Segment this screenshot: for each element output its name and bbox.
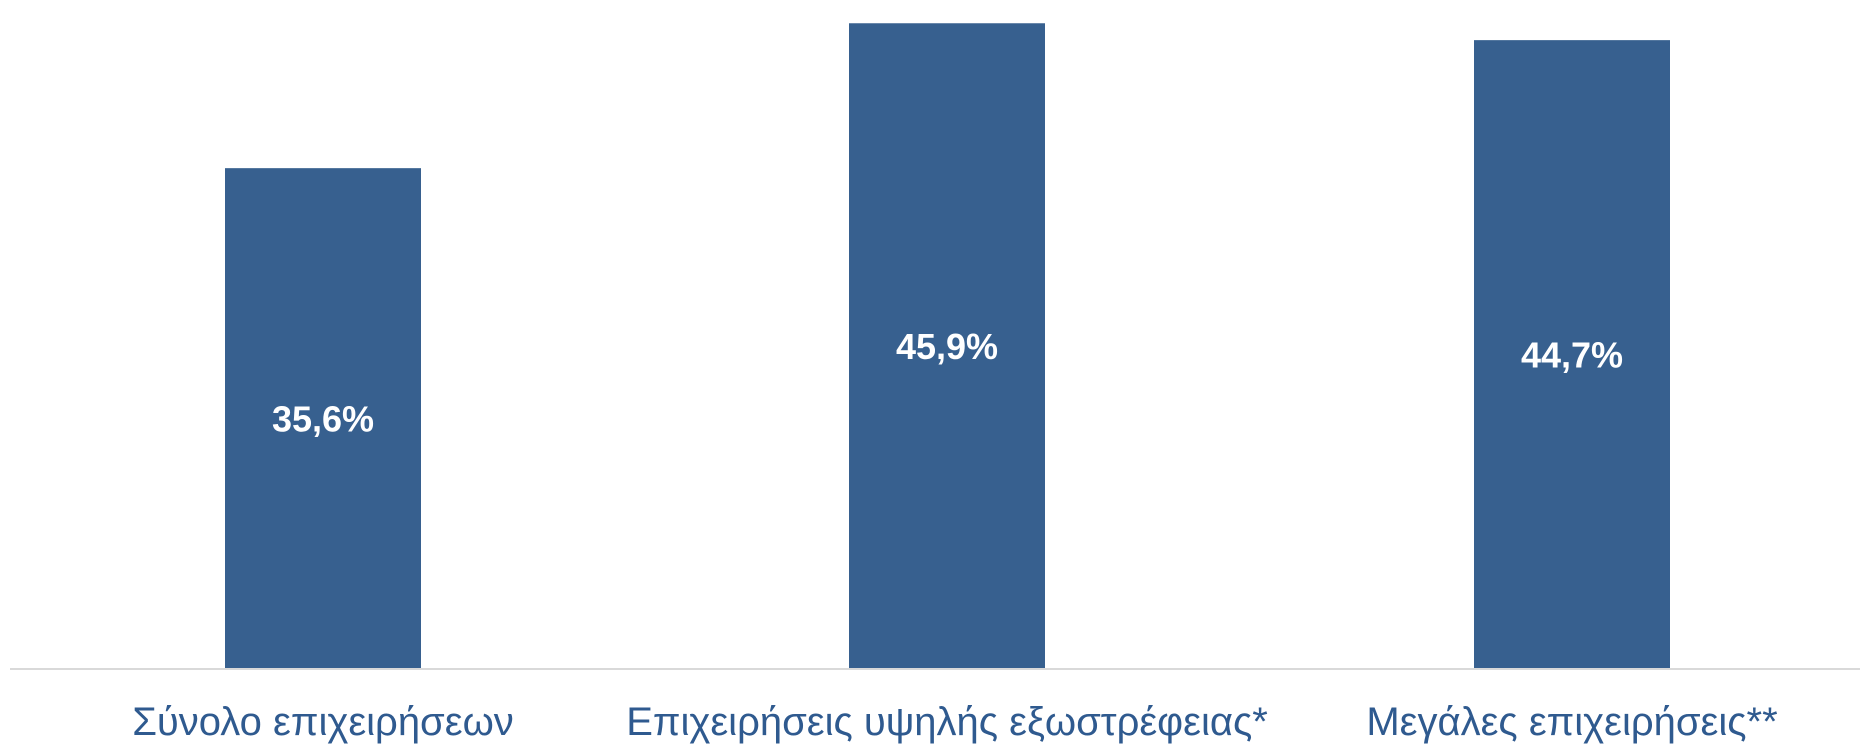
bar-3 (1474, 40, 1670, 670)
data-label-2: 45,9% (896, 326, 998, 367)
bars-group (225, 23, 1670, 670)
category-labels-group: Σύνολο επιχειρήσεων Επιχειρήσεις υψηλής ε… (132, 700, 1777, 744)
bar-2 (849, 23, 1045, 669)
value-labels-group: 35,6% 45,9% 44,7% (272, 326, 1623, 439)
bar-1 (225, 168, 421, 670)
category-label-2: Επιχειρήσεις υψηλής εξωστρέφειας* (626, 700, 1268, 744)
data-label-3: 44,7% (1521, 335, 1623, 376)
category-label-3: Μεγάλες επιχειρήσεις** (1366, 700, 1777, 744)
data-label-1: 35,6% (272, 399, 374, 440)
category-label-1: Σύνολο επιχειρήσεων (132, 700, 514, 744)
